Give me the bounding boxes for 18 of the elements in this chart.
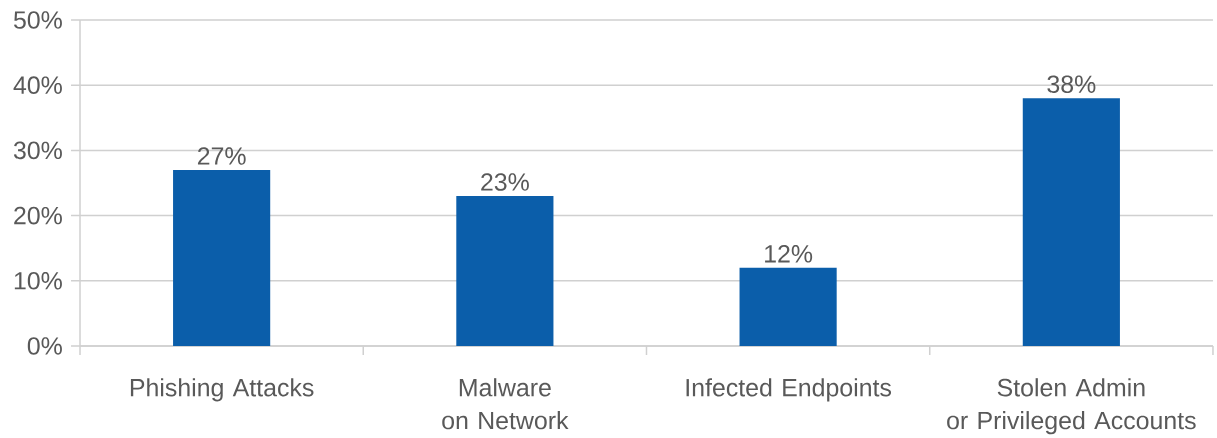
data-label: 12% [765, 245, 813, 263]
data-label: 23% [481, 173, 529, 191]
x-tick-label: Infected Endpoints [686, 378, 892, 402]
x-tick-label: Phishing Attacks [130, 378, 314, 402]
y-tick-label: 0% [27, 337, 62, 355]
y-tick-label: 10% [14, 271, 62, 290]
data-label: 27% [197, 147, 246, 165]
bar [1022, 98, 1120, 346]
bar [456, 196, 554, 346]
x-tick-label: Malware on Network [442, 378, 569, 430]
y-tick-label: 30% [13, 141, 62, 160]
y-tick-label: 20% [14, 206, 62, 225]
y-tick-label: 50% [13, 11, 62, 29]
bar [173, 169, 271, 346]
x-tick-label: Stolen Admin or Privileged Accounts [947, 378, 1196, 435]
data-label: 38% [1047, 75, 1096, 94]
bar [739, 267, 837, 346]
y-tick-label: 40% [13, 76, 62, 95]
